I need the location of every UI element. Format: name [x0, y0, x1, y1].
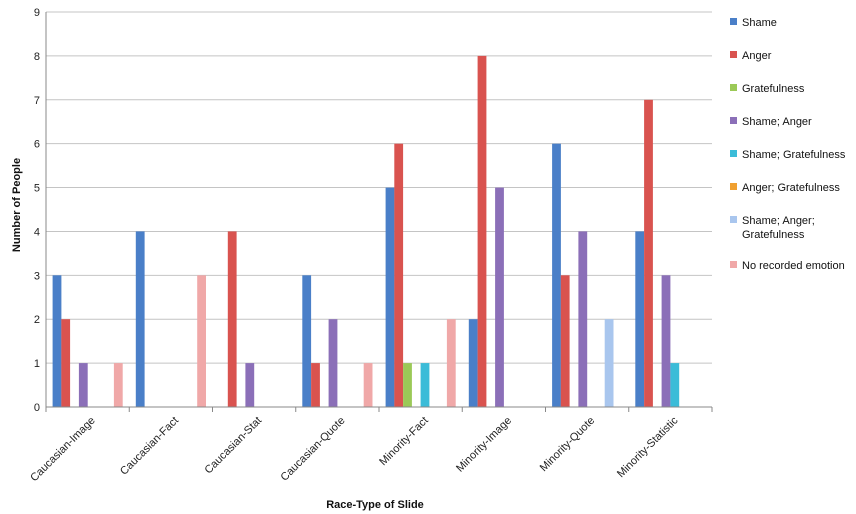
- y-axis: 0 1 2 3 4 5 6 7 8 9: [34, 7, 47, 414]
- bar: [52, 275, 62, 407]
- x-axis: Caucasian-Image Caucasian-Fact Caucasian-S…: [28, 406, 713, 484]
- x-tick-label: Caucasian-Image: [28, 415, 97, 484]
- legend-swatch: [730, 117, 737, 124]
- y-tick-label: 4: [34, 226, 40, 238]
- bar: [661, 275, 671, 407]
- bar: [385, 187, 395, 407]
- bar: [394, 143, 404, 407]
- y-axis-title: Number of People: [11, 158, 23, 252]
- bar: [197, 275, 206, 407]
- y-tick-label: 7: [34, 95, 40, 107]
- y-tick-label: 0: [34, 402, 40, 414]
- bar: [245, 363, 255, 407]
- y-tick-label: 8: [34, 51, 40, 63]
- legend-swatch: [730, 51, 737, 58]
- legend-swatch: [730, 216, 737, 223]
- x-tick-label: Caucasian-Fact: [118, 415, 181, 478]
- bar: [420, 363, 430, 407]
- legend-swatch: [730, 84, 737, 91]
- x-tick-label: Minority-Statistic: [615, 414, 681, 480]
- bar: [495, 187, 504, 407]
- bar: [446, 319, 456, 407]
- x-axis-title: Race-Type of Slide: [326, 499, 424, 511]
- x-tick-label: Minority-Image: [454, 415, 514, 475]
- bar: [302, 275, 312, 407]
- legend-label: Anger: [742, 50, 772, 62]
- legend-label: No recorded emotion: [742, 260, 845, 272]
- bar: [552, 143, 561, 407]
- bar: [604, 319, 614, 407]
- legend-label: Shame; Anger;: [742, 215, 815, 227]
- x-tick-label: Caucasian-Quote: [279, 415, 348, 484]
- bar: [477, 55, 487, 408]
- bar: [227, 231, 237, 407]
- legend-swatch: [730, 261, 737, 268]
- bar: [363, 363, 373, 407]
- legend-label: Shame; Gratefulness: [742, 149, 846, 161]
- legend-label: Anger; Gratefulness: [742, 182, 840, 194]
- bar: [113, 363, 123, 407]
- y-tick-label: 1: [34, 358, 40, 370]
- legend-label: Shame; Anger: [742, 116, 812, 128]
- x-tick-label: Caucasian-Stat: [203, 415, 265, 477]
- gridlines: [46, 11, 712, 364]
- bar: [560, 275, 570, 407]
- bar: [311, 363, 320, 407]
- legend-swatch: [730, 150, 737, 157]
- legend-swatch: [730, 18, 737, 25]
- legend-swatch: [730, 183, 737, 190]
- y-tick-label: 9: [34, 7, 40, 19]
- bar: [468, 319, 478, 407]
- bar: [635, 231, 645, 407]
- legend-label: Shame: [742, 17, 777, 29]
- bar: [328, 319, 338, 407]
- legend-label: Gratefulness: [742, 229, 805, 241]
- bar: [61, 319, 71, 407]
- bar: [403, 363, 412, 407]
- bar: [78, 363, 88, 407]
- bar: [670, 363, 680, 407]
- legend-label: Gratefulness: [742, 83, 805, 95]
- y-tick-label: 5: [34, 183, 40, 195]
- y-tick-label: 2: [34, 314, 40, 326]
- y-tick-label: 6: [34, 139, 40, 151]
- x-tick-label: Minority-Fact: [377, 415, 430, 468]
- x-tick-label: Minority-Quote: [538, 415, 597, 474]
- legend: Shame Anger Gratefulness Shame; Anger Shame;…: [730, 17, 846, 272]
- bar: [578, 231, 588, 407]
- bar-series: [52, 55, 680, 408]
- bar: [135, 231, 145, 407]
- y-tick-label: 3: [34, 270, 40, 282]
- bar: [644, 99, 653, 408]
